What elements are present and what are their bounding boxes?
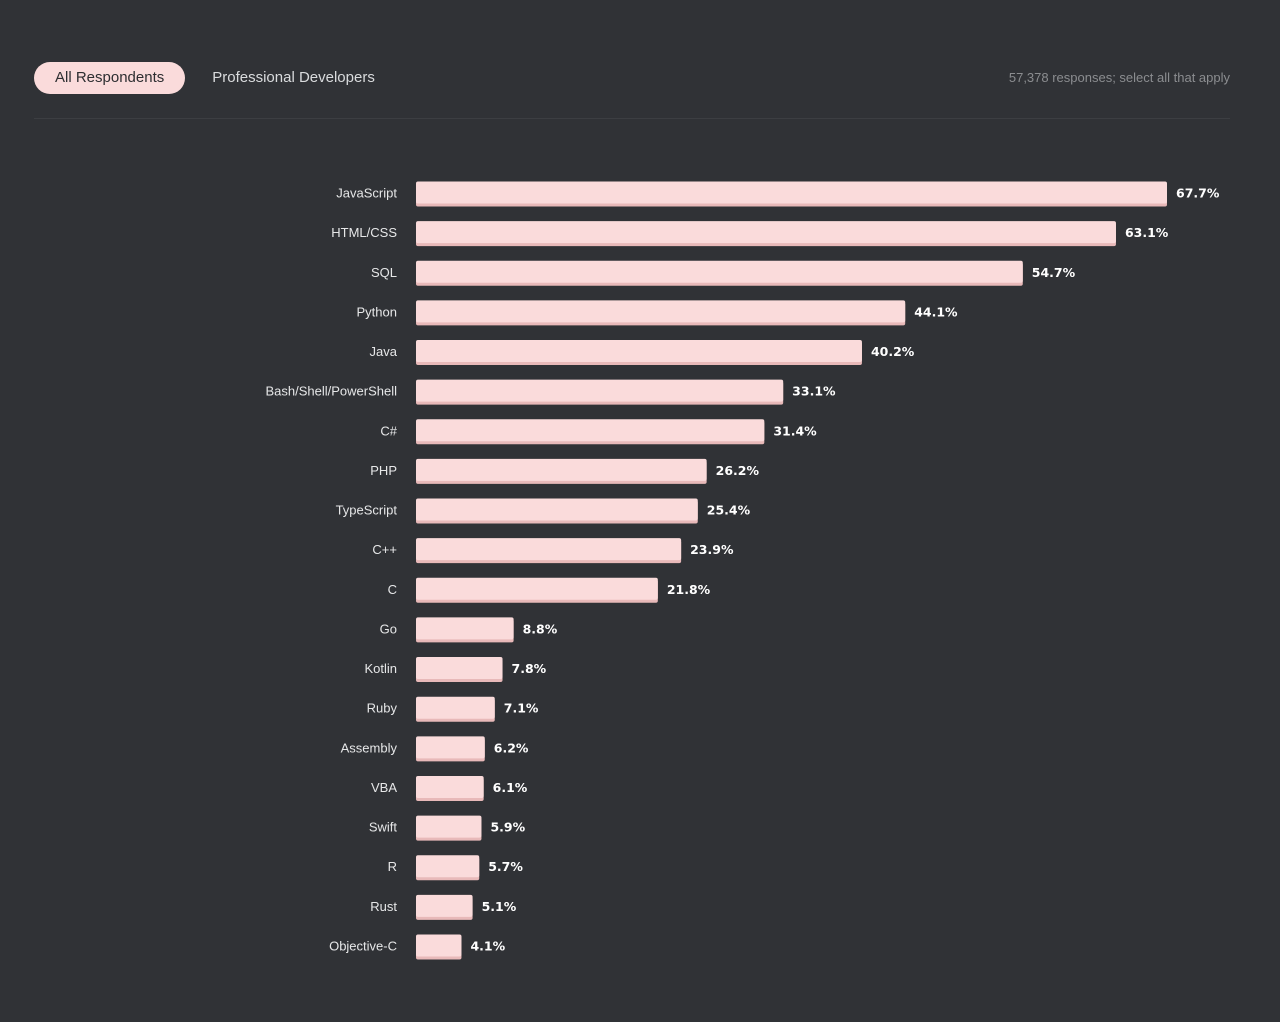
value-label-c: 21.8% <box>667 582 711 597</box>
value-label-csharp: 31.4% <box>773 423 817 438</box>
category-label-swift: Swift <box>369 820 398 835</box>
value-label-bash-shell-powershell: 33.1% <box>792 384 836 399</box>
value-label-assembly: 6.2% <box>494 740 529 755</box>
bar-typescript[interactable] <box>416 498 698 521</box>
bar-javascript[interactable] <box>416 181 1167 204</box>
value-label-java: 40.2% <box>871 344 915 359</box>
category-label-typescript: TypeScript <box>336 503 398 518</box>
value-label-html-css: 63.1% <box>1125 225 1169 240</box>
value-label-sql: 54.7% <box>1032 265 1076 280</box>
bar-cpp[interactable] <box>416 538 682 561</box>
bar-java[interactable] <box>416 340 862 363</box>
value-label-typescript: 25.4% <box>707 503 751 518</box>
category-label-c: C <box>388 582 397 597</box>
value-label-php: 26.2% <box>716 463 760 478</box>
bar-sql[interactable] <box>416 260 1023 283</box>
category-label-ruby: Ruby <box>367 701 398 716</box>
bar-bash-shell-powershell[interactable] <box>416 379 784 402</box>
bar-c[interactable] <box>416 577 658 600</box>
category-label-javascript: JavaScript <box>336 186 397 201</box>
tab-all-respondents[interactable]: All Respondents <box>34 62 186 94</box>
value-label-r: 5.7% <box>488 859 523 874</box>
value-label-objective-c: 4.1% <box>470 938 505 953</box>
category-label-objective-c: Objective-C <box>329 938 397 953</box>
category-label-html-css: HTML/CSS <box>331 225 397 240</box>
category-label-assembly: Assembly <box>341 740 398 755</box>
bar-r[interactable] <box>416 855 480 878</box>
bar-swift[interactable] <box>416 815 482 838</box>
category-label-rust: Rust <box>370 899 397 914</box>
respondent-tabs: All Respondents Professional Developers <box>34 62 396 94</box>
category-label-cpp: C++ <box>372 542 397 557</box>
header-divider <box>34 118 1230 119</box>
value-label-javascript: 67.7% <box>1176 186 1220 201</box>
bar-csharp[interactable] <box>416 419 765 442</box>
bar-kotlin[interactable] <box>416 657 503 680</box>
category-label-vba: VBA <box>371 780 397 795</box>
category-label-java: Java <box>370 344 398 359</box>
bar-php[interactable] <box>416 458 707 481</box>
responses-note: 57,378 responses; select all that apply <box>1008 70 1230 85</box>
bar-objective-c[interactable] <box>416 934 462 957</box>
bar-go[interactable] <box>416 617 514 640</box>
category-label-bash-shell-powershell: Bash/Shell/PowerShell <box>265 384 397 399</box>
value-label-kotlin: 7.8% <box>512 661 547 676</box>
tab-professional-developers[interactable]: Professional Developers <box>212 69 375 86</box>
category-label-sql: SQL <box>371 265 397 280</box>
category-label-php: PHP <box>370 463 397 478</box>
bar-vba[interactable] <box>416 775 484 798</box>
bar-python[interactable] <box>416 300 906 323</box>
bar-assembly[interactable] <box>416 736 485 759</box>
value-label-go: 8.8% <box>523 621 558 636</box>
category-label-r: R <box>388 859 397 874</box>
bar-html-css[interactable] <box>416 221 1116 244</box>
bar-ruby[interactable] <box>416 696 495 719</box>
bar-rust[interactable] <box>416 894 473 917</box>
category-label-kotlin: Kotlin <box>364 661 397 676</box>
value-label-swift: 5.9% <box>490 820 525 835</box>
value-label-vba: 6.1% <box>493 780 528 795</box>
value-label-ruby: 7.1% <box>504 701 539 716</box>
category-label-csharp: C# <box>380 423 397 438</box>
category-label-python: Python <box>357 304 397 319</box>
value-label-cpp: 23.9% <box>690 542 734 557</box>
category-label-go: Go <box>380 621 397 636</box>
value-label-rust: 5.1% <box>482 899 517 914</box>
value-label-python: 44.1% <box>914 304 958 319</box>
